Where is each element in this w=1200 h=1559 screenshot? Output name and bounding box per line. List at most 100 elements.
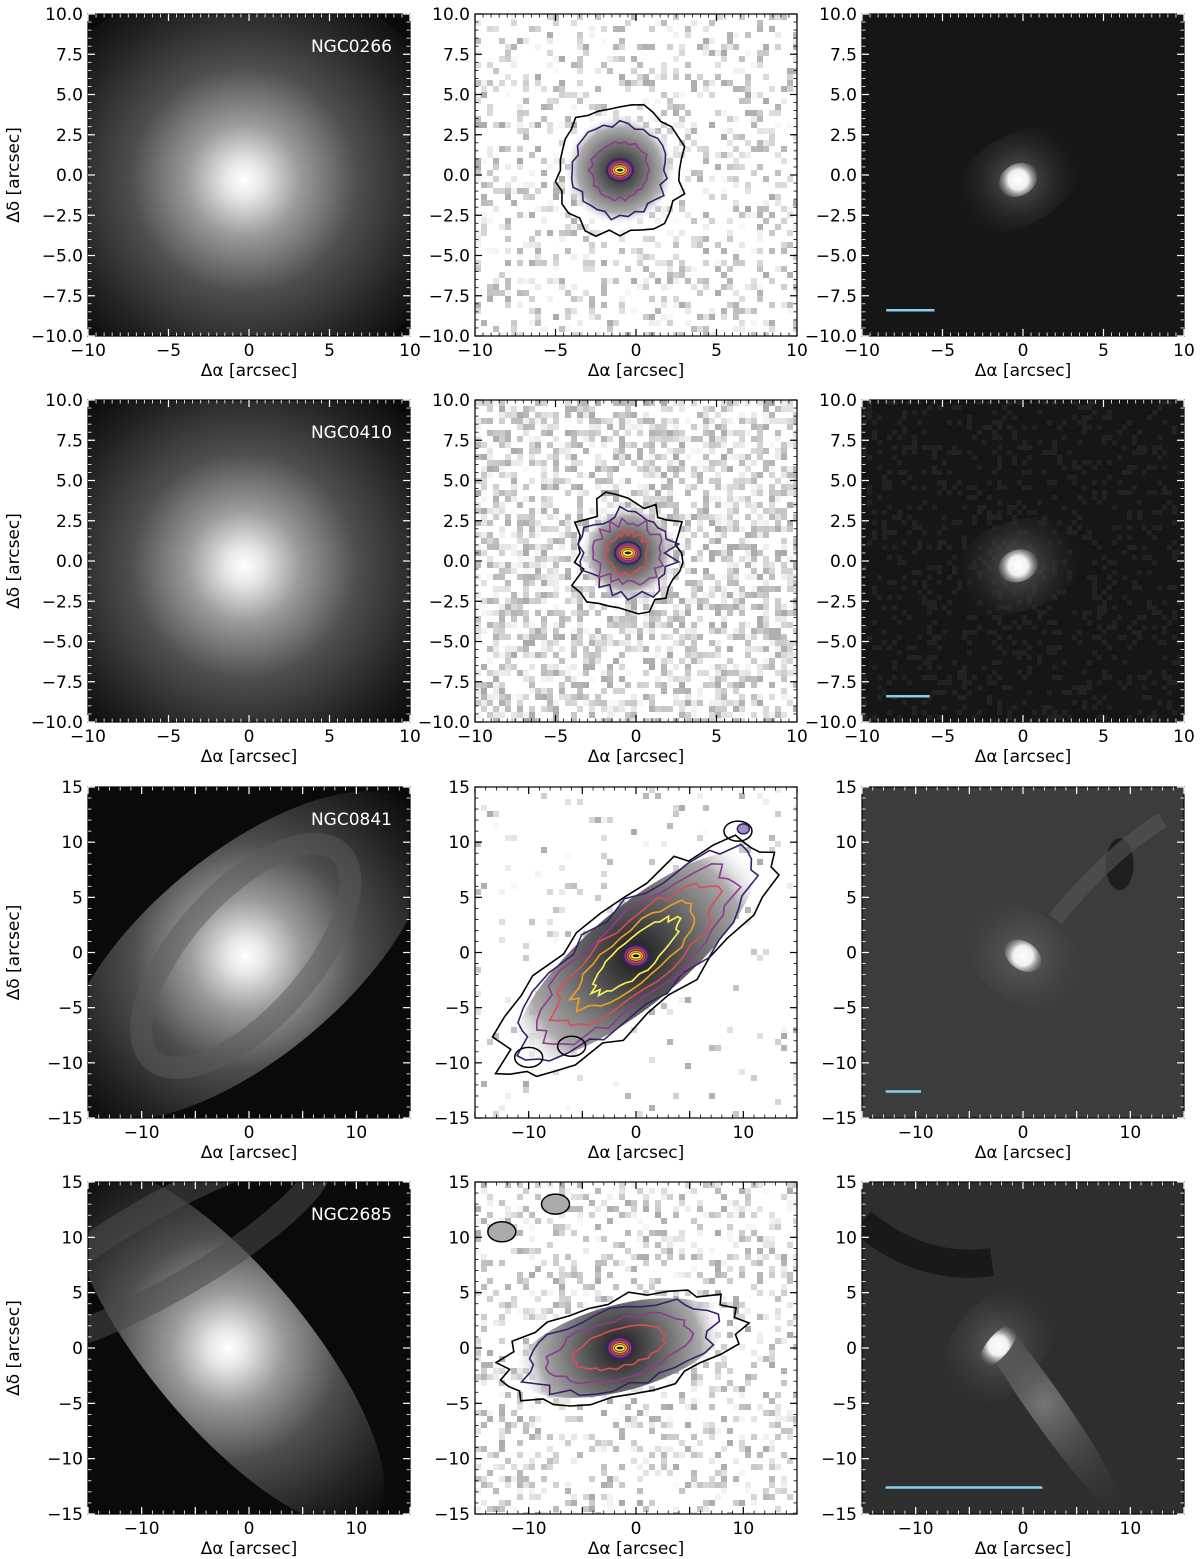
ytick-label: −5 xyxy=(832,999,857,1019)
x-axis-label: Δα [arcsec] xyxy=(201,747,298,767)
x-axis-label: Δα [arcsec] xyxy=(975,1539,1072,1559)
ytick-label: 5.0 xyxy=(443,86,470,106)
ytick-label: 0.0 xyxy=(443,552,470,572)
y-axis-label: Δδ [arcsec] xyxy=(4,905,24,1001)
ytick-label: 5.0 xyxy=(56,472,83,492)
inner-contour xyxy=(624,946,648,966)
ytick-label: −2.5 xyxy=(429,206,470,226)
panel-ngc0841-image: NGC0841 −15 −10 −5 0 5 10 15 −10 0 10 Δα [arcsec] Δδ… xyxy=(4,778,411,1163)
xtick-label: −10 xyxy=(898,1123,934,1143)
ytick-label: 5.0 xyxy=(56,86,83,106)
x-axis-label: Δα [arcsec] xyxy=(975,361,1072,381)
ytick-label: −7.5 xyxy=(429,673,470,693)
ytick-label: 10 xyxy=(835,833,857,853)
panel-ngc0266-residual: −10.0 −7.5 −5.0 −2.5 0.0 2.5 5.0 7.5 10.0 −10 −5 0 5… xyxy=(805,5,1195,381)
contour-line xyxy=(587,141,650,202)
ytick-label: −2.5 xyxy=(42,206,83,226)
ytick-label: −5 xyxy=(832,1394,857,1414)
ytick-label: 2.5 xyxy=(443,512,470,532)
ytick-label: 7.5 xyxy=(830,431,857,451)
ytick-label: 0.0 xyxy=(56,166,83,186)
xtick-label: 10 xyxy=(1173,341,1195,361)
xtick-label: −10 xyxy=(124,1123,160,1143)
panel-ngc0410-residual: −10.0 −7.5 −5.0 −2.5 0.0 2.5 5.0 7.5 10.0 −10 −5 0 5… xyxy=(805,391,1195,767)
ytick-label: 10 xyxy=(448,833,470,853)
xtick-label: 0 xyxy=(244,1519,255,1539)
xtick-label: 5 xyxy=(1098,341,1109,361)
contour-line xyxy=(535,862,742,1046)
contour-line xyxy=(604,527,650,578)
ytick-label: −10 xyxy=(47,1054,83,1074)
xtick-label: 5 xyxy=(711,727,722,747)
inner-contour xyxy=(614,541,642,565)
inner-contour xyxy=(612,164,628,176)
ytick-label: 0 xyxy=(72,944,83,964)
contour-line xyxy=(544,1311,695,1385)
ytick-label: 10.0 xyxy=(45,5,83,25)
galaxy-name-label: NGC0841 xyxy=(311,810,392,830)
galaxy-light xyxy=(88,791,410,1118)
ytick-label: −10 xyxy=(821,1054,857,1074)
ytick-label: 2.5 xyxy=(56,126,83,146)
inner-contour xyxy=(606,158,634,182)
panel-ngc0841-residual: −15 −10 −5 0 5 10 15 −10 0 10 Δα [arcsec] xyxy=(821,778,1185,1163)
contour-line xyxy=(591,516,665,586)
x-axis-label: Δα [arcsec] xyxy=(588,1143,685,1163)
xtick-label: 10 xyxy=(399,727,421,747)
ytick-label: 2.5 xyxy=(56,512,83,532)
ytick-label: −5.0 xyxy=(816,247,857,267)
ytick-label: 0.0 xyxy=(830,552,857,572)
xtick-label: 10 xyxy=(733,1519,755,1539)
x-axis-label: Δα [arcsec] xyxy=(588,747,685,767)
ytick-label: 2.5 xyxy=(443,126,470,146)
contour-line xyxy=(556,1035,587,1058)
xtick-label: 0 xyxy=(631,1123,642,1143)
inner-contour xyxy=(628,950,644,962)
ytick-label: 5 xyxy=(459,1284,470,1304)
ytick-label: 0 xyxy=(846,944,857,964)
xtick-label: 5 xyxy=(324,727,335,747)
x-axis-label: Δα [arcsec] xyxy=(201,1539,298,1559)
ytick-label: −5.0 xyxy=(42,247,83,267)
panel-ngc0841-map: −15 −10 −5 0 5 10 15 −10 0 10 Δα [arcsec] xyxy=(434,778,798,1163)
ytick-label: 0 xyxy=(459,944,470,964)
ytick-label: −7.5 xyxy=(816,673,857,693)
xtick-label: −10 xyxy=(844,341,880,361)
xtick-label: −5 xyxy=(156,727,181,747)
xtick-label: −10 xyxy=(457,341,493,361)
ytick-label: 10.0 xyxy=(819,5,857,25)
panel-ngc2685-map: −15 −10 −5 0 5 10 15 −10 0 10 Δα [arcsec] xyxy=(434,1173,798,1559)
xtick-label: 0 xyxy=(244,341,255,361)
ytick-label: −10.0 xyxy=(31,327,83,347)
contour-line xyxy=(540,1193,571,1215)
inner-contour xyxy=(612,1342,628,1354)
ytick-label: 15 xyxy=(448,1173,470,1193)
inner-contour xyxy=(608,160,632,180)
ytick-label: −5.0 xyxy=(429,247,470,267)
xtick-label: 5 xyxy=(1098,727,1109,747)
ytick-label: −7.5 xyxy=(429,287,470,307)
contour-line xyxy=(519,1298,721,1397)
xtick-label: −10 xyxy=(70,341,106,361)
xtick-label: 0 xyxy=(1018,1519,1029,1539)
ytick-label: −2.5 xyxy=(429,592,470,612)
xtick-label: 5 xyxy=(711,341,722,361)
xtick-label: 0 xyxy=(1018,727,1029,747)
ytick-label: 15 xyxy=(61,1173,83,1193)
ytick-label: 0 xyxy=(72,1339,83,1359)
ytick-label: 10.0 xyxy=(45,391,83,411)
xtick-label: −10 xyxy=(898,1519,934,1539)
xtick-label: −5 xyxy=(930,727,955,747)
ytick-label: 7.5 xyxy=(443,431,470,451)
contour-line xyxy=(589,914,682,998)
panel-ngc0410-image: NGC0410 −10.0 −7.5 −5.0 −2.5 0.0 2.5 5.0 7.5 10.0… xyxy=(4,391,421,767)
contour-line xyxy=(571,1324,668,1372)
contour-line xyxy=(554,103,686,238)
ytick-label: 10 xyxy=(61,1228,83,1248)
xtick-label: 0 xyxy=(244,1123,255,1143)
ytick-label: −15 xyxy=(47,1109,83,1129)
ytick-label: −10.0 xyxy=(805,713,857,733)
panel-ngc0410-map: −10.0 −7.5 −5.0 −2.5 0.0 2.5 5.0 7.5 10.0 −10 −5 0 5… xyxy=(418,391,808,767)
ytick-label: −5.0 xyxy=(429,633,470,653)
ytick-label: 15 xyxy=(61,778,83,798)
